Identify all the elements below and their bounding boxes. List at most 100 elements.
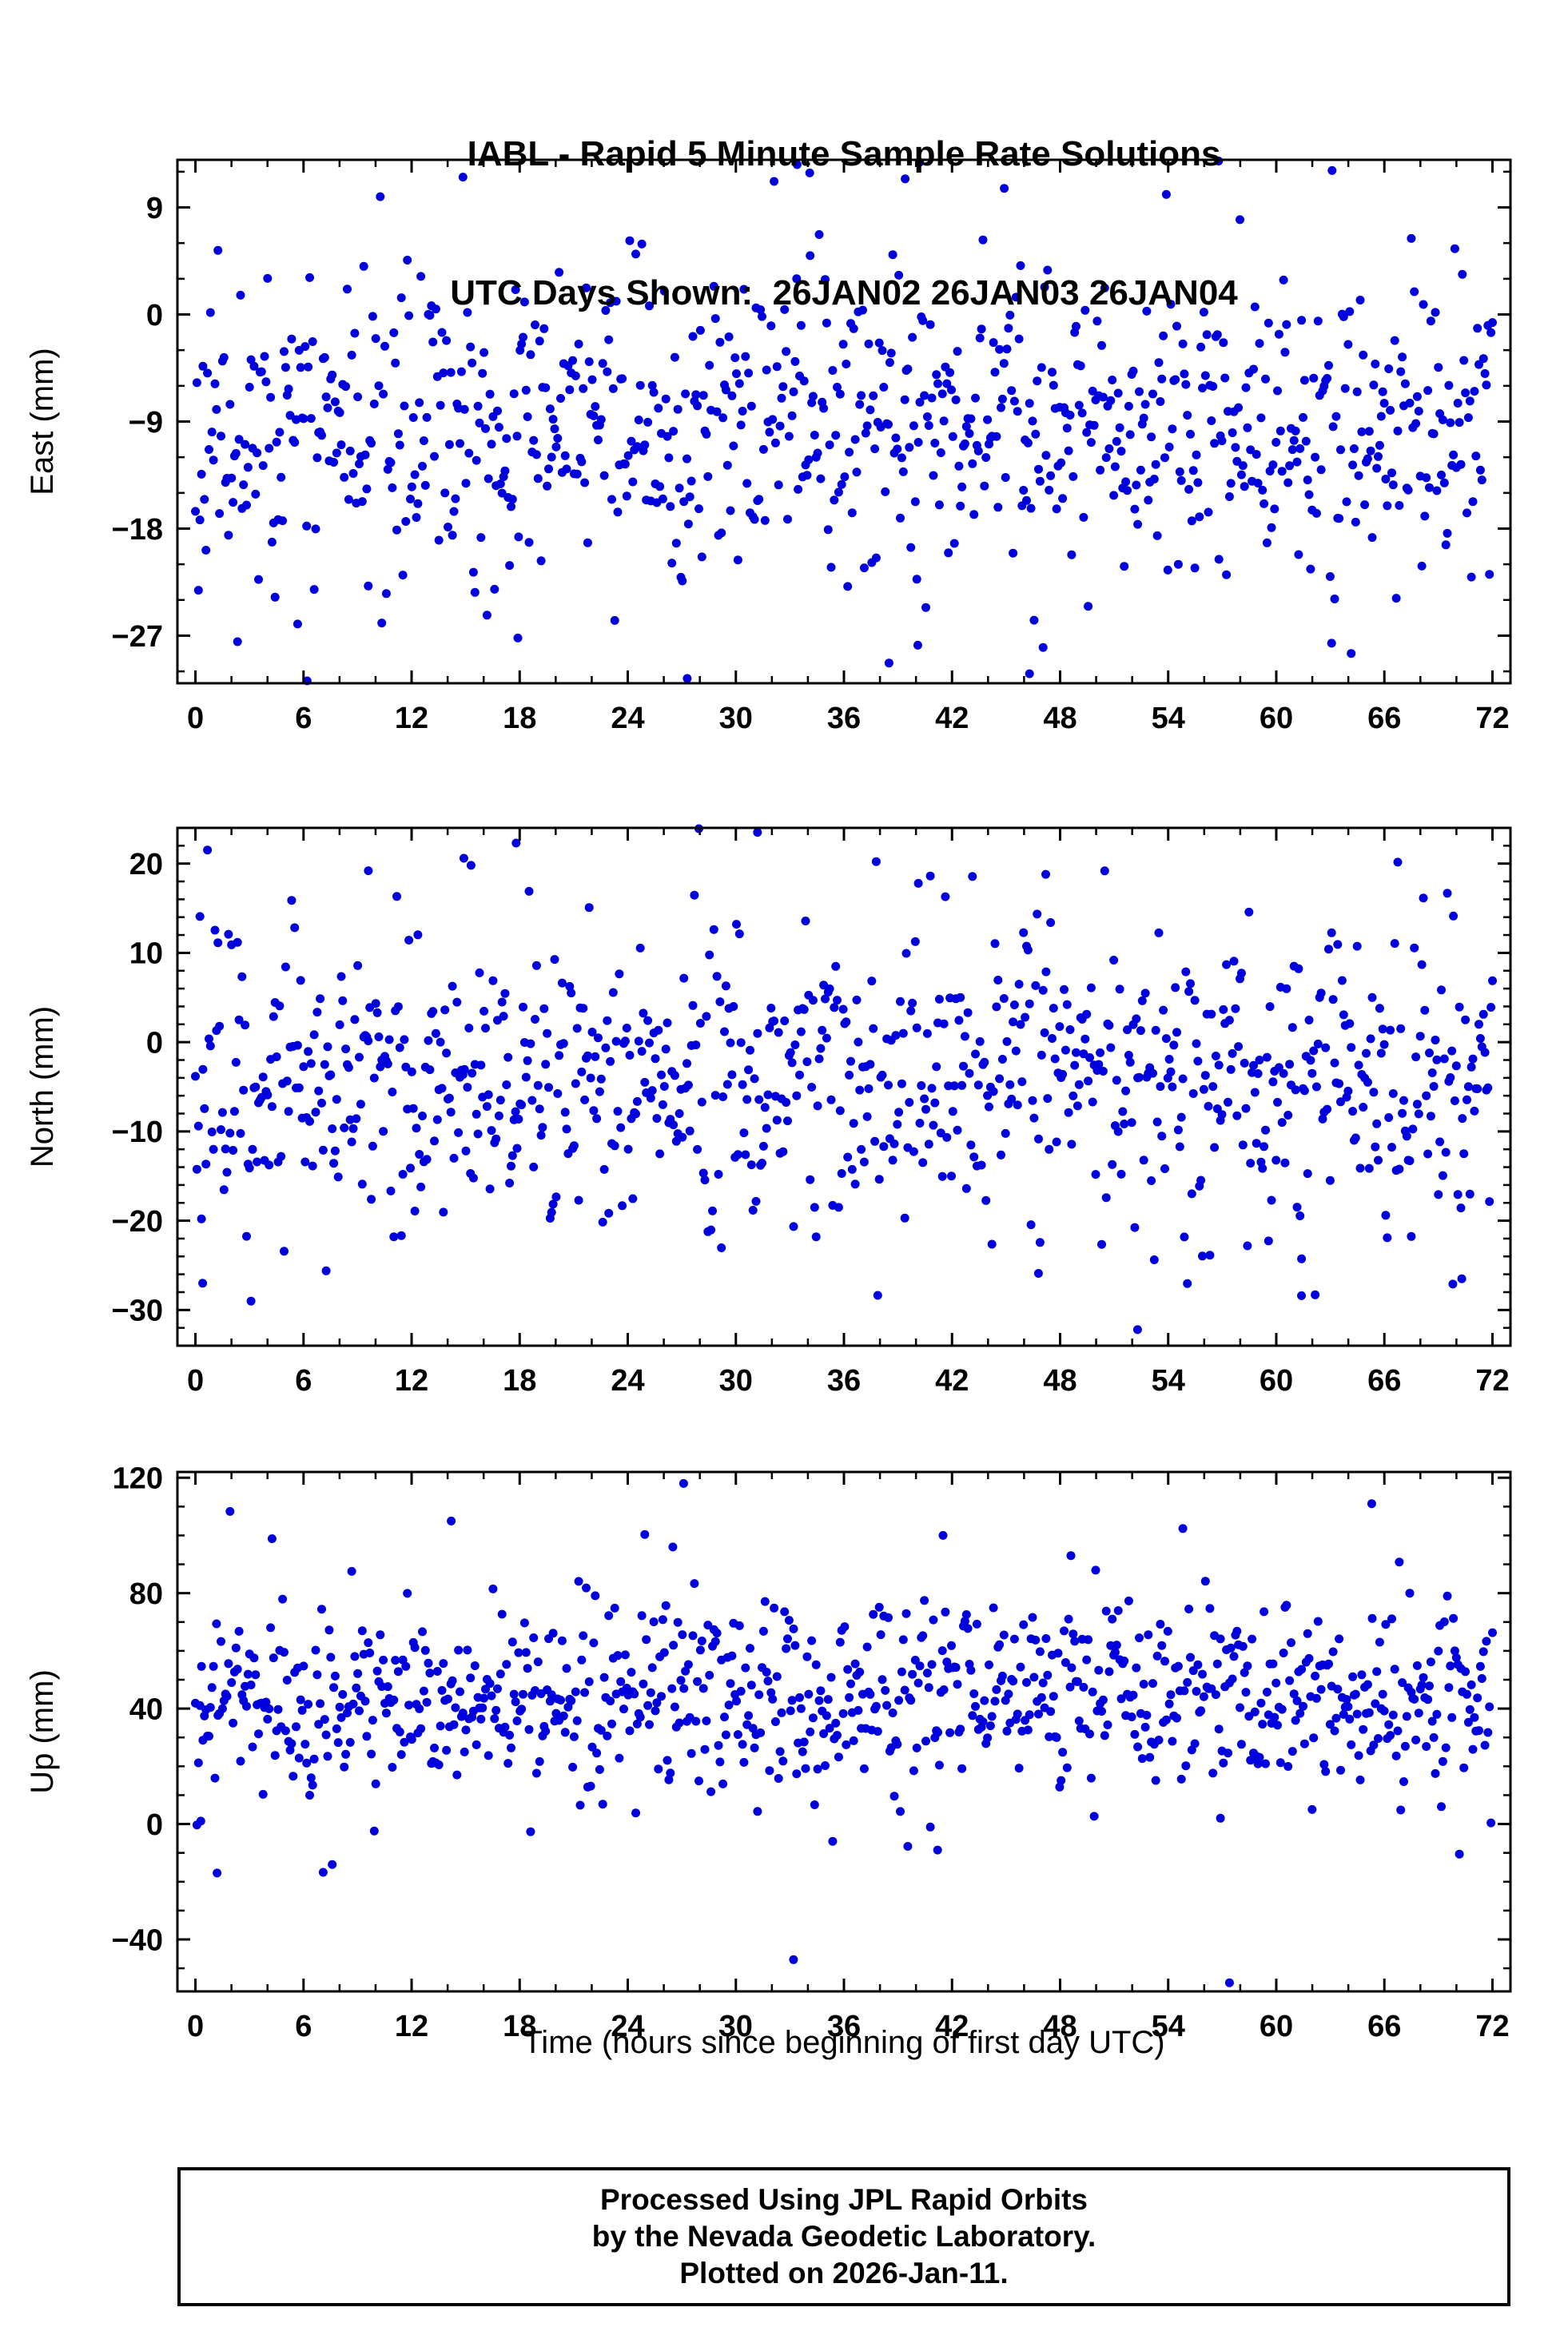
- scatter-point: [1163, 565, 1172, 575]
- scatter-point: [1088, 386, 1097, 396]
- east-xtick-label: 72: [1475, 702, 1509, 735]
- scatter-point: [308, 1780, 317, 1790]
- scatter-point: [460, 404, 469, 414]
- scatter-point: [551, 1709, 561, 1718]
- scatter-point: [1357, 427, 1367, 436]
- scatter-point: [655, 1149, 665, 1159]
- scatter-point: [1447, 1046, 1457, 1056]
- scatter-point: [495, 1096, 505, 1105]
- scatter-point: [834, 1203, 843, 1212]
- scatter-point: [217, 432, 225, 441]
- scatter-point: [428, 1007, 438, 1016]
- scatter-point: [1043, 265, 1053, 275]
- scatter-point: [1045, 1144, 1054, 1154]
- scatter-point: [309, 1754, 319, 1764]
- scatter-point: [1331, 412, 1341, 421]
- scatter-point: [575, 1800, 585, 1810]
- scatter-point: [444, 440, 454, 449]
- scatter-point: [1306, 564, 1315, 574]
- scatter-point: [603, 367, 612, 376]
- scatter-point: [615, 1753, 624, 1763]
- scatter-point: [408, 1104, 418, 1113]
- north-xtick-label: 48: [1043, 1364, 1077, 1398]
- scatter-point: [951, 395, 961, 404]
- scatter-point: [906, 1696, 916, 1705]
- scatter-point: [646, 1688, 655, 1697]
- scatter-point: [1327, 928, 1336, 937]
- scatter-point: [599, 471, 609, 480]
- scatter-point: [666, 502, 675, 511]
- scatter-point: [1004, 324, 1013, 333]
- scatter-point: [1125, 1057, 1135, 1067]
- scatter-point: [1313, 316, 1323, 326]
- scatter-point: [1127, 1118, 1136, 1128]
- scatter-point: [234, 1626, 244, 1636]
- scatter-point: [1450, 244, 1459, 253]
- scatter-point: [1178, 339, 1188, 348]
- scatter-point: [500, 989, 510, 998]
- scatter-point: [724, 1701, 734, 1710]
- scatter-point: [348, 1124, 358, 1133]
- scatter-point: [1475, 1661, 1485, 1671]
- scatter-point: [884, 1080, 893, 1090]
- scatter-point: [765, 428, 774, 437]
- scatter-point: [823, 525, 833, 535]
- scatter-point: [1124, 1596, 1133, 1605]
- scatter-point: [864, 339, 874, 348]
- scatter-point: [685, 1126, 694, 1136]
- scatter-point: [1422, 1091, 1431, 1100]
- scatter-point: [1072, 321, 1080, 331]
- scatter-point: [834, 487, 843, 497]
- scatter-point: [1127, 1712, 1136, 1721]
- scatter-point: [488, 1584, 498, 1593]
- scatter-point: [857, 391, 866, 400]
- scatter-point: [893, 444, 902, 454]
- scatter-point: [347, 1137, 356, 1147]
- scatter-point: [744, 1711, 754, 1720]
- scatter-point: [326, 1070, 336, 1080]
- scatter-point: [869, 1609, 878, 1619]
- up-axes-box: [176, 1470, 1512, 1993]
- scatter-point: [1202, 330, 1212, 340]
- scatter-point: [920, 391, 929, 400]
- scatter-point: [567, 989, 576, 998]
- scatter-point: [1437, 985, 1446, 995]
- scatter-point: [396, 293, 406, 303]
- scatter-point: [376, 192, 385, 201]
- scatter-point: [1100, 866, 1109, 876]
- scatter-point: [306, 1773, 316, 1783]
- scatter-point: [413, 930, 423, 940]
- scatter-point: [517, 340, 527, 348]
- scatter-point: [760, 515, 770, 525]
- scatter-point: [1005, 1080, 1015, 1089]
- scatter-point: [1455, 1002, 1464, 1012]
- scatter-point: [992, 1685, 1001, 1694]
- scatter-point: [706, 1225, 716, 1235]
- scatter-point: [454, 1128, 464, 1137]
- scatter-point: [511, 285, 520, 294]
- scatter-point: [332, 448, 341, 458]
- scatter-point: [1387, 1143, 1396, 1152]
- scatter-point: [217, 1704, 227, 1713]
- scatter-point: [484, 1090, 493, 1100]
- scatter-point: [392, 892, 401, 901]
- scatter-point: [478, 368, 488, 378]
- scatter-point: [834, 1752, 843, 1762]
- scatter-point: [237, 972, 247, 981]
- scatter-point: [1120, 1657, 1129, 1665]
- scatter-point: [978, 235, 988, 245]
- scatter-point: [1037, 1050, 1046, 1060]
- scatter-point: [1061, 1045, 1070, 1055]
- scatter-point: [830, 495, 839, 505]
- scatter-point: [251, 1670, 261, 1680]
- scatter-point: [280, 1247, 289, 1256]
- scatter-point: [332, 1724, 341, 1733]
- scatter-point: [901, 949, 911, 958]
- scatter-point: [667, 559, 677, 568]
- scatter-point: [1420, 511, 1430, 521]
- scatter-point: [266, 1623, 276, 1633]
- scatter-point: [415, 398, 424, 408]
- scatter-point: [1441, 1743, 1451, 1752]
- scatter-point: [353, 961, 363, 970]
- scatter-point: [997, 1671, 1007, 1681]
